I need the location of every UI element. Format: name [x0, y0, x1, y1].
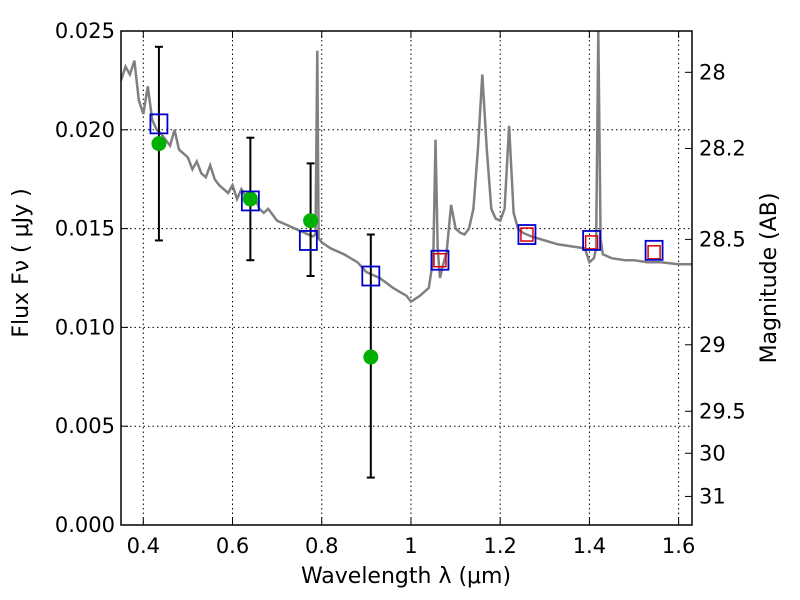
red-square — [520, 227, 534, 242]
right-axis-title: Magnitude (AB) — [757, 193, 782, 364]
sed-model-line — [121, 31, 692, 304]
red-squares — [433, 227, 661, 268]
y-tick-label: 0.015 — [55, 217, 115, 241]
y-tick-label: 0.000 — [55, 513, 115, 537]
green-point — [303, 213, 319, 229]
blue-square — [240, 190, 260, 212]
blue-square — [149, 113, 169, 135]
right-tick-label: 29 — [699, 333, 726, 357]
y-tick-labels: 0.000 0.005 0.010 0.015 0.020 0.025 — [55, 19, 115, 537]
green-point — [242, 191, 258, 207]
green-point — [151, 136, 167, 152]
y-tick-label: 0.020 — [55, 118, 115, 142]
y-tick-label: 0.005 — [55, 414, 115, 438]
x-axis-title: Wavelength λ (μm) — [301, 564, 511, 589]
y-tick-label: 0.010 — [55, 315, 115, 339]
y-axis-title: Flux Fν ( μJy ) — [9, 188, 34, 337]
x-tick-label: 0.8 — [305, 534, 338, 558]
right-tick-label: 28.2 — [699, 136, 746, 160]
right-tick-label: 28.5 — [699, 227, 746, 251]
blue-square — [430, 249, 450, 271]
green-point — [363, 349, 379, 365]
y-tick-label: 0.025 — [55, 19, 115, 43]
observed-flux-points — [151, 136, 379, 365]
x-tick-label: 1.2 — [483, 534, 516, 558]
x-tick-label: 1 — [404, 534, 417, 558]
axis-ticks — [121, 30, 692, 526]
sed-model-line-path — [121, 31, 692, 304]
x-tick-label: 1.6 — [662, 534, 695, 558]
x-tick-label: 1.4 — [573, 534, 606, 558]
right-tick-label: 28 — [699, 60, 726, 84]
plot-frame — [120, 30, 693, 526]
red-square — [433, 252, 447, 268]
right-tick-label: 30 — [699, 441, 726, 465]
blue-square — [517, 224, 537, 245]
red-square — [584, 235, 599, 250]
red-square — [647, 245, 661, 260]
right-tick-labels: 28 28.2 28.5 29 29.5 30 31 — [699, 60, 746, 508]
blue-square — [361, 265, 381, 287]
x-tick-label: 0.4 — [127, 534, 160, 558]
x-tick-labels: 0.4 0.6 0.8 1 1.2 1.4 1.6 — [127, 534, 696, 558]
blue-square — [298, 230, 318, 251]
x-tick-label: 0.6 — [216, 534, 249, 558]
blue-square — [644, 239, 664, 261]
blue-square — [582, 230, 602, 251]
blue-squares — [149, 113, 664, 287]
right-tick-label: 29.5 — [699, 399, 746, 423]
right-tick-label: 31 — [699, 484, 726, 508]
